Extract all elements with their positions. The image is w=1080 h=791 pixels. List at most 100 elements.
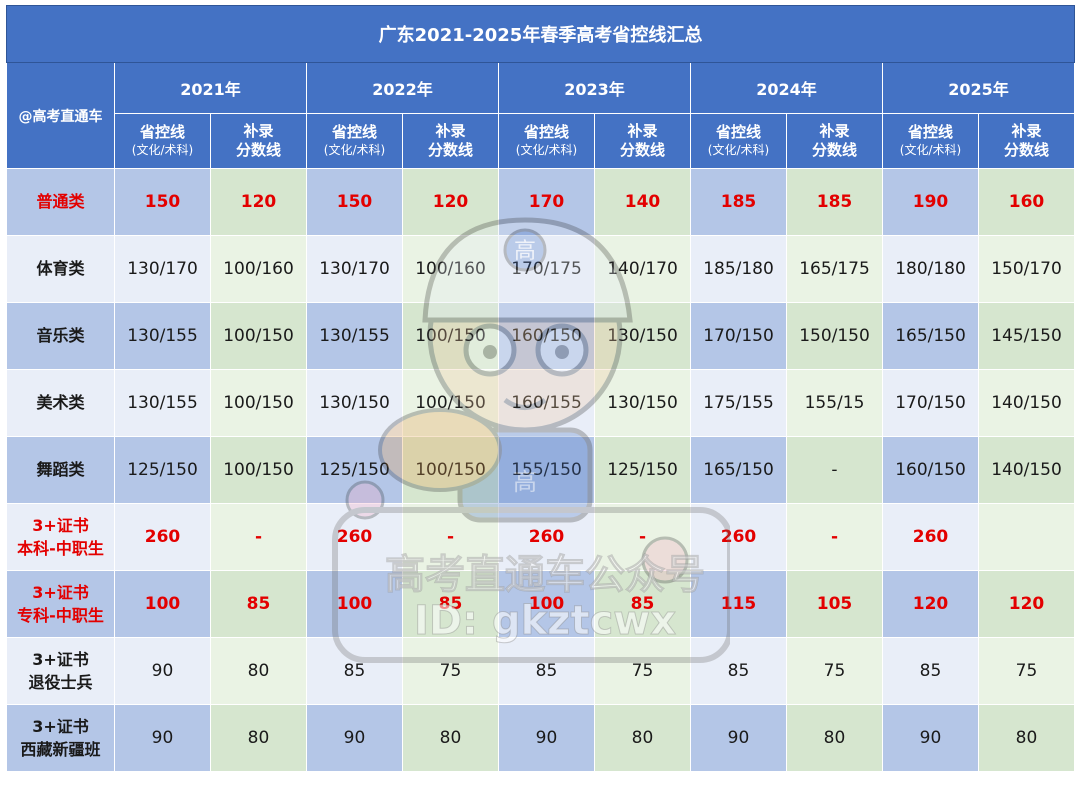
sheng-line-cell: 90 <box>114 704 211 772</box>
makeup-line-cell: 75 <box>402 637 499 705</box>
sheng-line-cell: 170/150 <box>882 369 979 437</box>
makeup-line-cell: 80 <box>978 704 1075 772</box>
makeup-line-header: 补录 分数线 <box>402 113 499 169</box>
sheng-line-header-line-1: 省控线 <box>139 123 185 142</box>
sheng-line-header-line-1: 省控线 <box>523 123 569 142</box>
makeup-line-cell: 85 <box>210 570 307 638</box>
sheng-line-header-line-2: (文化/术科) <box>131 142 194 157</box>
sheng-line-cell: 260 <box>498 503 595 571</box>
row-label-line: 普通类 <box>36 192 85 212</box>
makeup-line-cell: 120 <box>978 570 1075 638</box>
sheng-line-header: 省控线 (文化/术科) <box>114 113 211 169</box>
table-row: 3+证书 西藏新疆班 90 80 90 80 90 80 90 80 90 80 <box>6 704 1075 772</box>
sheng-line-cell: 185 <box>690 168 787 236</box>
sheng-line-cell: 165/150 <box>690 436 787 504</box>
makeup-line-cell: 140/150 <box>978 436 1075 504</box>
table-row: 体育类 130/170 100/160 130/170 100/160 170/175 14… <box>6 235 1075 303</box>
makeup-line-cell: 100/150 <box>210 436 307 504</box>
sheng-line-header-line-2: (文化/术科) <box>707 142 770 157</box>
row-label-line: 音乐类 <box>36 326 85 346</box>
makeup-line-header: 补录 分数线 <box>786 113 883 169</box>
makeup-line-header-line-1: 补录 <box>435 121 466 140</box>
sheng-line-cell: 170/150 <box>690 302 787 370</box>
row-category-label: 3+证书 本科-中职生 <box>6 503 115 571</box>
makeup-line-cell: 100/150 <box>402 436 499 504</box>
makeup-line-cell: 100/160 <box>210 235 307 303</box>
sheng-line-cell: 90 <box>498 704 595 772</box>
makeup-line-cell: - <box>210 503 307 571</box>
row-label-line: 舞蹈类 <box>36 460 85 480</box>
makeup-line-cell: 75 <box>594 637 691 705</box>
sheng-line-cell: 100 <box>306 570 403 638</box>
sheng-line-header-line-1: 省控线 <box>331 123 377 142</box>
makeup-line-cell: 75 <box>978 637 1075 705</box>
sheng-line-cell: 185/180 <box>690 235 787 303</box>
makeup-line-cell: 150/150 <box>786 302 883 370</box>
makeup-line-cell: 80 <box>210 704 307 772</box>
makeup-line-cell: 100/150 <box>210 302 307 370</box>
sheng-line-cell: 130/150 <box>306 369 403 437</box>
makeup-line-cell: 145/150 <box>978 302 1075 370</box>
year-header: 2022年 <box>306 62 499 114</box>
makeup-line-header-line-2: 分数线 <box>235 141 281 159</box>
makeup-line-header-line-2: 分数线 <box>427 141 473 159</box>
makeup-line-cell <box>978 503 1075 571</box>
sheng-line-cell: 260 <box>882 503 979 571</box>
sheng-line-cell: 90 <box>114 637 211 705</box>
sheng-line-header: 省控线 (文化/术科) <box>882 113 979 169</box>
makeup-line-cell: 165/175 <box>786 235 883 303</box>
table-row: 舞蹈类 125/150 100/150 125/150 100/150 155/150 12… <box>6 436 1075 504</box>
year-header: 2021年 <box>114 62 307 114</box>
sheng-line-header: 省控线 (文化/术科) <box>690 113 787 169</box>
row-label-line: 3+证书 <box>32 649 89 669</box>
makeup-line-cell: 120 <box>402 168 499 236</box>
table-row: 3+证书 本科-中职生 260-260-260-260-260 <box>6 503 1075 571</box>
makeup-line-cell: 80 <box>786 704 883 772</box>
row-label-line: 3+证书 <box>32 582 89 602</box>
makeup-line-cell: 75 <box>786 637 883 705</box>
sheng-line-cell: 120 <box>882 570 979 638</box>
row-label-line: 美术类 <box>36 393 85 413</box>
sheng-line-cell: 130/170 <box>114 235 211 303</box>
makeup-line-cell: 140/170 <box>594 235 691 303</box>
makeup-line-cell: 140/150 <box>978 369 1075 437</box>
makeup-line-header-line-1: 补录 <box>819 121 850 140</box>
row-category-label: 美术类 <box>6 369 115 437</box>
row-label-line: 专科-中职生 <box>17 606 104 625</box>
makeup-line-cell: - <box>402 503 499 571</box>
sheng-line-cell: 85 <box>882 637 979 705</box>
sheng-line-cell: 85 <box>306 637 403 705</box>
sheng-line-cell: 130/155 <box>114 302 211 370</box>
sheng-line-cell: 170 <box>498 168 595 236</box>
row-category-label: 体育类 <box>6 235 115 303</box>
sheng-line-header: 省控线 (文化/术科) <box>498 113 595 169</box>
makeup-line-cell: - <box>594 503 691 571</box>
sheng-line-cell: 125/150 <box>114 436 211 504</box>
row-category-label: 3+证书 退役士兵 <box>6 637 115 705</box>
sheng-line-cell: 260 <box>306 503 403 571</box>
sheng-line-cell: 155/150 <box>498 436 595 504</box>
sheng-line-cell: 85 <box>690 637 787 705</box>
makeup-line-cell: 100/160 <box>402 235 499 303</box>
table-row: 3+证书 专科-中职生 100 85 100 85 100 85 115 105 120 120 <box>6 570 1075 638</box>
sheng-line-header-line-1: 省控线 <box>715 123 761 142</box>
makeup-line-cell: 130/150 <box>594 369 691 437</box>
makeup-line-cell: - <box>786 503 883 571</box>
makeup-line-cell: 80 <box>210 637 307 705</box>
table-row: 音乐类 130/155 100/150 130/155 100/150 160/150 13… <box>6 302 1075 370</box>
table-row: 3+证书 退役士兵 90 80 85 75 85 75 85 75 85 75 <box>6 637 1075 705</box>
makeup-line-header-line-2: 分数线 <box>619 141 665 159</box>
makeup-line-cell: 100/150 <box>402 369 499 437</box>
sheng-line-cell: 130/170 <box>306 235 403 303</box>
sheng-line-header-line-2: (文化/术科) <box>515 142 578 157</box>
sheng-line-cell: 90 <box>306 704 403 772</box>
sheng-line-header-line-2: (文化/术科) <box>899 142 962 157</box>
makeup-line-cell: - <box>786 436 883 504</box>
row-category-label: 3+证书 西藏新疆班 <box>6 704 115 772</box>
makeup-line-cell: 85 <box>594 570 691 638</box>
makeup-line-cell: 105 <box>786 570 883 638</box>
row-category-label: 音乐类 <box>6 302 115 370</box>
brand-label: @高考直通车 <box>6 62 115 169</box>
sheng-line-cell: 165/150 <box>882 302 979 370</box>
sheng-line-cell: 130/155 <box>306 302 403 370</box>
